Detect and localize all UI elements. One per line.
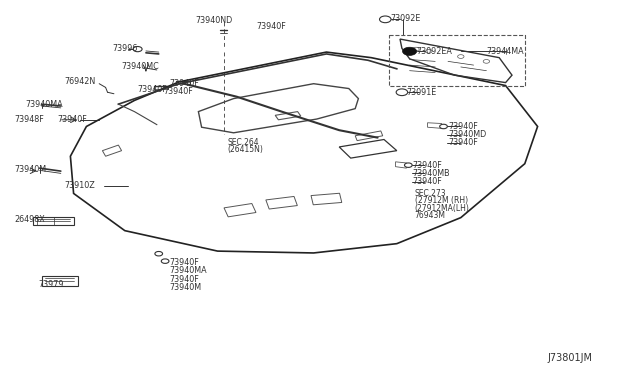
Text: 73092EA: 73092EA (416, 47, 452, 56)
Text: 73940F: 73940F (170, 275, 199, 283)
Circle shape (380, 16, 391, 23)
Circle shape (161, 259, 169, 263)
Circle shape (458, 55, 464, 58)
Circle shape (483, 60, 490, 63)
Text: 73944MA: 73944MA (486, 47, 524, 56)
Text: 73996: 73996 (112, 44, 138, 53)
Circle shape (155, 251, 163, 256)
Text: 73940F: 73940F (163, 87, 193, 96)
Text: SEC.273: SEC.273 (415, 189, 446, 198)
Text: 73940M: 73940M (170, 283, 202, 292)
Text: 73091E: 73091E (406, 88, 436, 97)
Text: 73940MA: 73940MA (26, 100, 63, 109)
Text: 73940MC: 73940MC (122, 62, 159, 71)
Text: 73979: 73979 (38, 280, 64, 289)
Text: (26415N): (26415N) (227, 145, 263, 154)
Text: (27912MA(LH): (27912MA(LH) (415, 204, 470, 213)
Text: 73948F: 73948F (14, 115, 44, 124)
Text: 73940F: 73940F (448, 138, 477, 147)
Text: 73940F: 73940F (413, 161, 442, 170)
Text: 26498X: 26498X (14, 215, 45, 224)
Text: (27912M (RH): (27912M (RH) (415, 196, 468, 205)
Text: 73940F: 73940F (413, 177, 442, 186)
Circle shape (403, 47, 417, 55)
Text: 73940F: 73940F (448, 122, 477, 131)
Text: 73940MA: 73940MA (170, 266, 207, 275)
Circle shape (133, 46, 142, 52)
Text: 73940MD: 73940MD (448, 130, 486, 139)
Text: 73940F: 73940F (170, 79, 199, 88)
Text: 73940F: 73940F (138, 85, 167, 94)
Text: 73940MB: 73940MB (413, 169, 451, 178)
Circle shape (413, 47, 419, 51)
Text: SEC.264: SEC.264 (227, 138, 259, 147)
Text: 73940M: 73940M (14, 165, 46, 174)
Text: 76942N: 76942N (64, 77, 95, 86)
Text: 73940F: 73940F (58, 115, 87, 124)
Circle shape (426, 49, 432, 53)
Text: 73940F: 73940F (256, 22, 285, 31)
Circle shape (404, 163, 412, 167)
Text: 73092E: 73092E (390, 14, 420, 23)
Text: 73910Z: 73910Z (64, 182, 95, 190)
Text: 73940ND: 73940ND (196, 16, 233, 25)
Text: 76943M: 76943M (415, 211, 445, 220)
Text: 73940F: 73940F (170, 258, 199, 267)
Text: J73801JM: J73801JM (547, 353, 592, 363)
Circle shape (396, 89, 408, 96)
Circle shape (440, 124, 447, 129)
